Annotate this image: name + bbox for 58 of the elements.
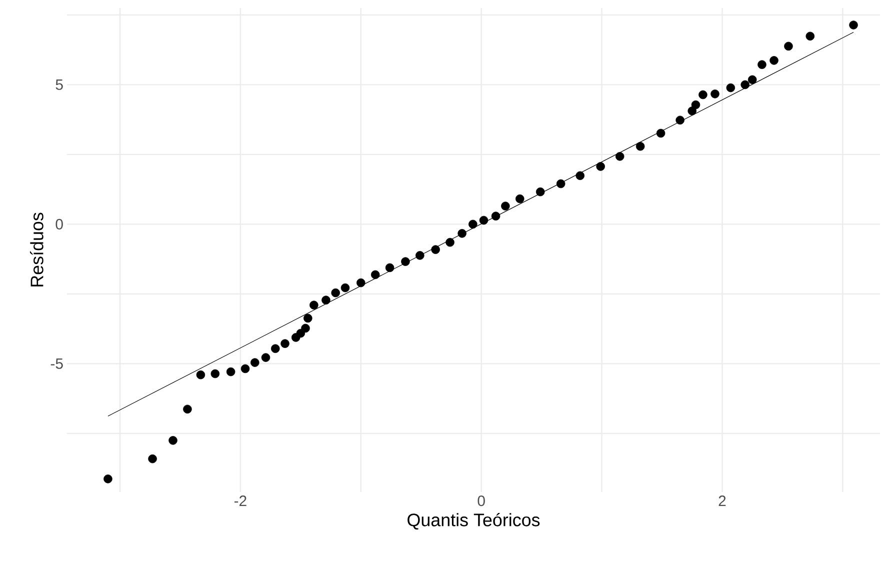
point bbox=[370, 270, 380, 280]
point bbox=[710, 90, 720, 98]
y-tick-label: 5 bbox=[56, 79, 63, 90]
point bbox=[740, 80, 750, 90]
point bbox=[280, 339, 290, 348]
point bbox=[385, 263, 394, 272]
x-axis-title: Quantis Teóricos bbox=[408, 512, 540, 530]
point bbox=[310, 300, 318, 310]
point bbox=[758, 60, 766, 69]
point bbox=[322, 296, 330, 304]
point bbox=[615, 152, 624, 161]
point bbox=[698, 90, 708, 100]
point bbox=[301, 324, 310, 333]
point bbox=[676, 116, 684, 125]
point bbox=[806, 32, 815, 41]
point bbox=[536, 187, 545, 196]
point bbox=[849, 20, 858, 30]
point bbox=[491, 212, 500, 220]
x-tick-label: 2 bbox=[718, 496, 726, 506]
y-tick-label: 0 bbox=[56, 218, 63, 230]
point bbox=[210, 369, 220, 378]
point bbox=[304, 314, 312, 323]
point bbox=[468, 220, 478, 229]
point bbox=[356, 278, 366, 288]
x-tick-label: -2 bbox=[234, 496, 246, 506]
point bbox=[596, 162, 605, 171]
point bbox=[656, 128, 666, 138]
point bbox=[416, 251, 424, 260]
point bbox=[104, 474, 112, 484]
point bbox=[515, 194, 524, 204]
point bbox=[458, 229, 466, 238]
point bbox=[240, 364, 250, 374]
point bbox=[691, 100, 700, 110]
point bbox=[196, 370, 206, 380]
y-axis-title: Resíduos bbox=[30, 212, 44, 286]
point bbox=[148, 454, 157, 464]
point bbox=[250, 358, 260, 367]
point bbox=[556, 179, 566, 188]
point bbox=[431, 245, 440, 254]
point bbox=[401, 257, 410, 266]
point bbox=[340, 283, 350, 292]
y-tick-label: -5 bbox=[50, 358, 63, 369]
point bbox=[636, 142, 645, 151]
point bbox=[168, 436, 178, 445]
point bbox=[261, 353, 270, 362]
point bbox=[770, 56, 778, 65]
point bbox=[576, 171, 584, 180]
point bbox=[501, 202, 510, 210]
point bbox=[183, 404, 192, 414]
point bbox=[748, 75, 757, 84]
x-tick-label: 0 bbox=[478, 496, 485, 506]
point bbox=[446, 238, 454, 247]
point bbox=[479, 216, 488, 225]
point bbox=[270, 344, 280, 353]
point bbox=[726, 83, 736, 92]
point bbox=[784, 42, 793, 51]
point bbox=[226, 367, 236, 376]
point bbox=[331, 288, 340, 298]
